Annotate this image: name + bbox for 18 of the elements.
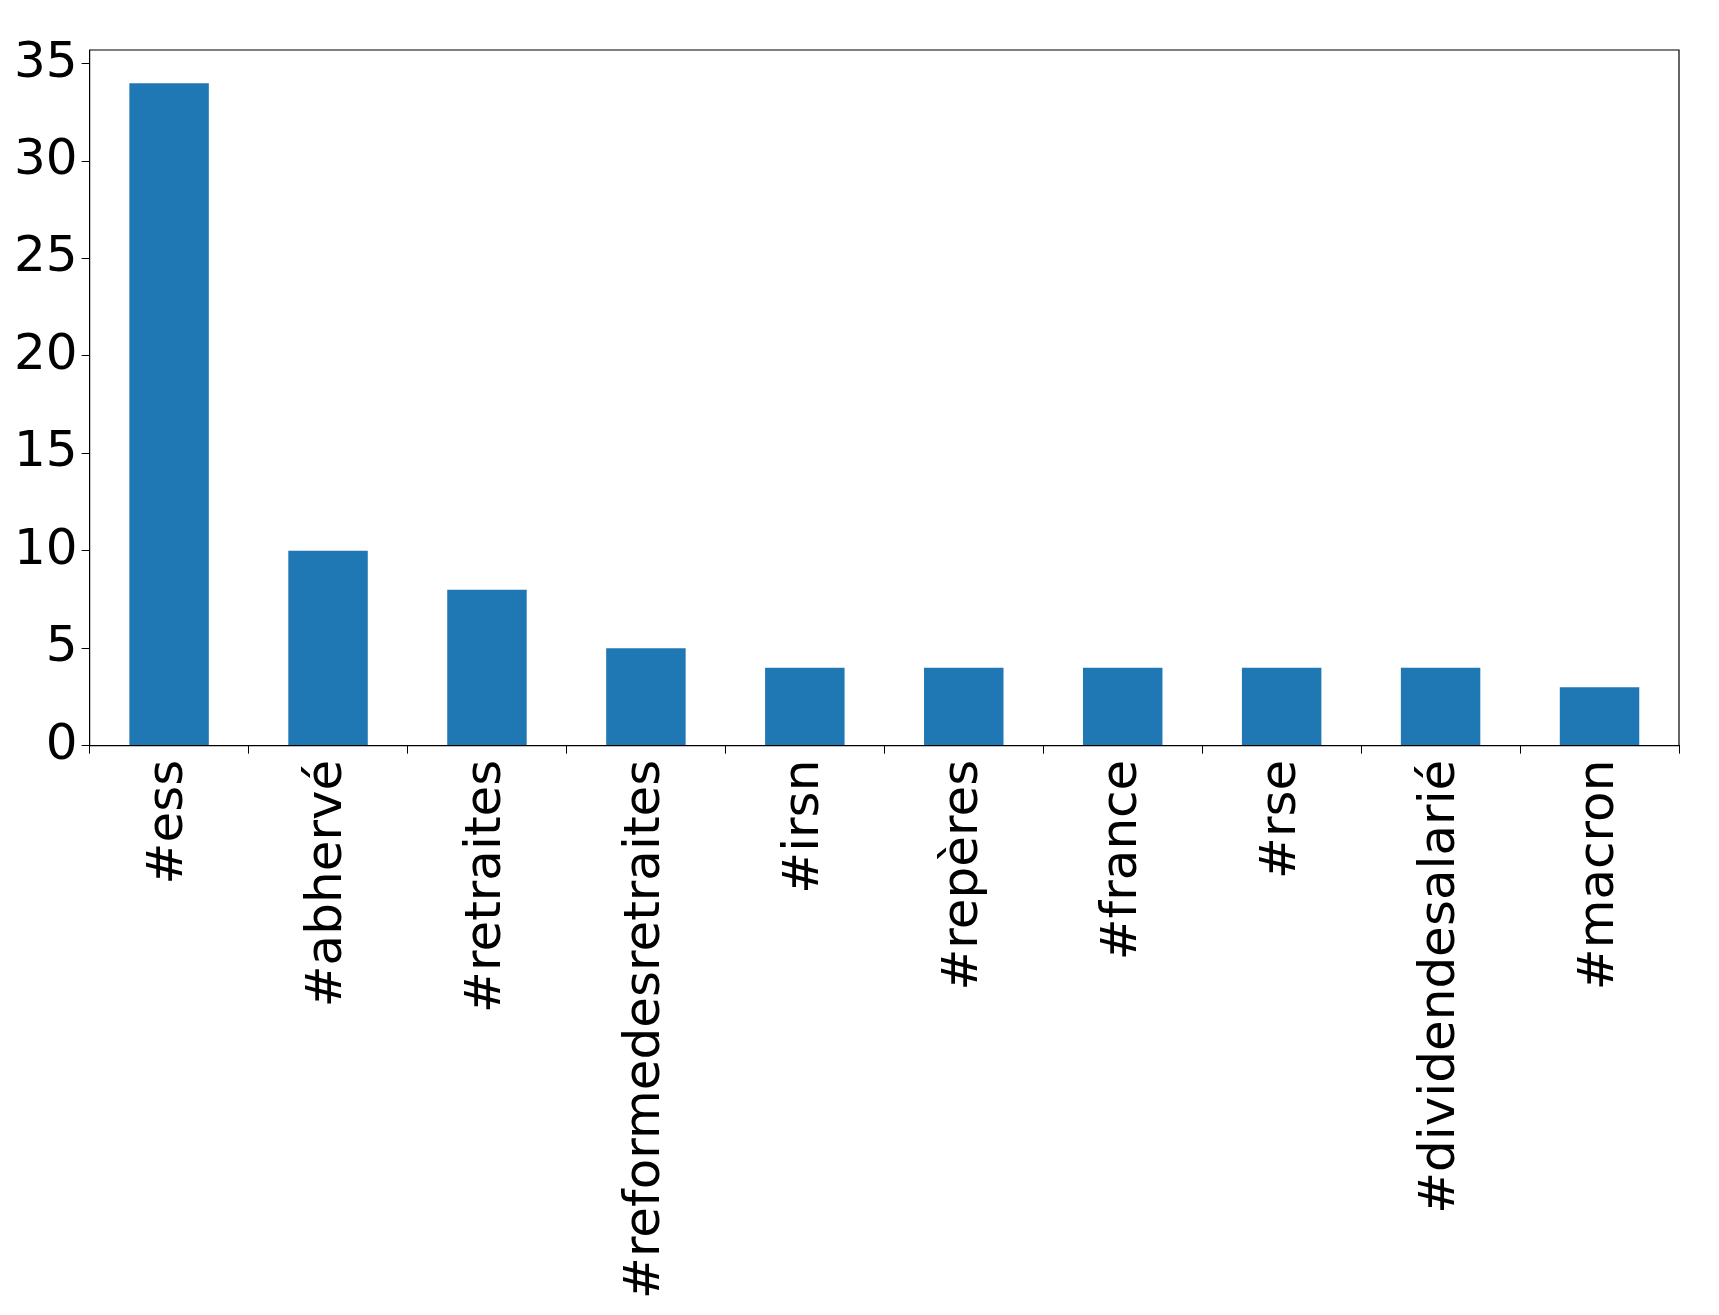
x-tick-label: #reformedesretraites [612, 759, 671, 1300]
y-tick-label: 5 [45, 615, 78, 674]
y-tick-label: 35 [14, 30, 78, 89]
y-tick-label: 20 [14, 322, 78, 381]
x-tick-label: #abhervé [295, 759, 354, 1008]
x-tick-label: #ess [136, 759, 195, 885]
x-tick-label: #dividendesalarié [1407, 759, 1466, 1214]
x-tick-label: #repères [930, 759, 989, 991]
x-tick-label: #france [1089, 759, 1148, 961]
y-tick-label: 30 [14, 128, 78, 187]
y-tick-label: 15 [14, 420, 78, 479]
y-tick-label: 10 [14, 517, 78, 576]
y-tick-label: 25 [14, 225, 78, 284]
x-tick-label: #macron [1566, 759, 1625, 991]
y-tick-label: 0 [45, 712, 78, 771]
x-tick-label: #retraites [453, 759, 512, 1013]
x-tick-label: #rse [1248, 759, 1307, 879]
x-tick-label: #irsn [771, 759, 830, 894]
